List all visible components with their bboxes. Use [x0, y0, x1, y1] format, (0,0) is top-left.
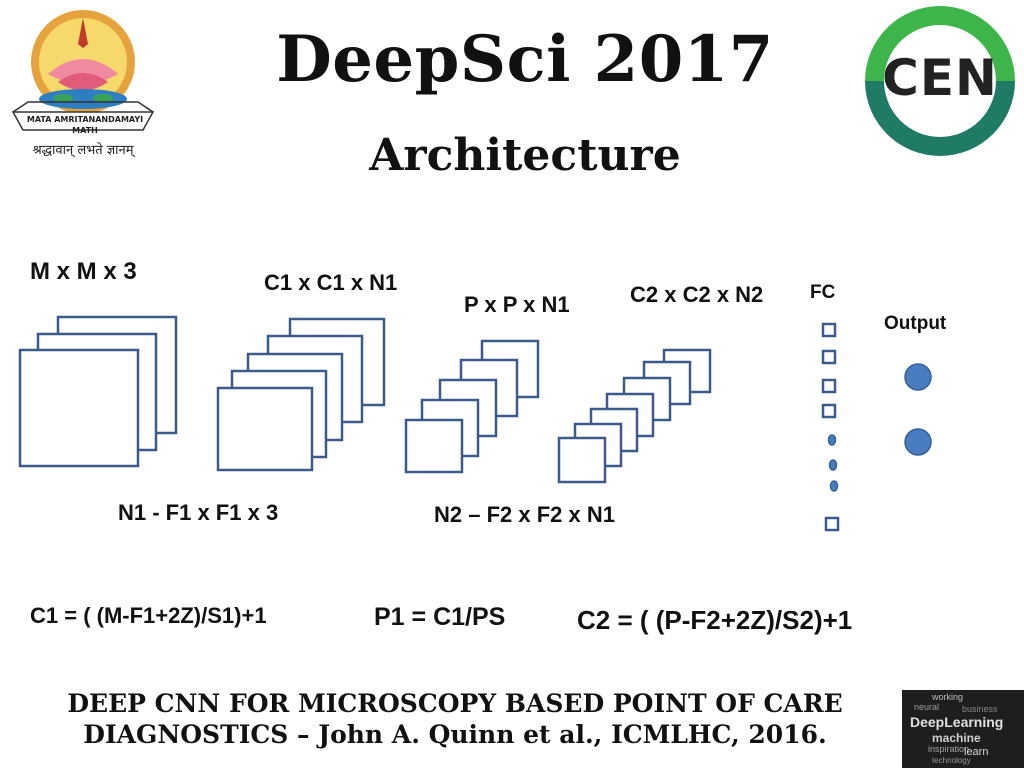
input-volume	[18, 315, 178, 468]
input-size-label: M x M x 3	[30, 258, 137, 285]
conv2-volume	[557, 348, 712, 484]
conv2-size-label: C2 x C2 x N2	[630, 282, 764, 307]
cen-logo-text: CEN	[882, 49, 998, 107]
fc-ellipsis-dot	[829, 480, 839, 492]
formula-c1: C1 = ( (M-F1+2Z)/S1)+1	[30, 603, 267, 628]
filter1-label: N1 - F1 x F1 x 3	[118, 500, 279, 525]
cen-ring-icon	[865, 6, 1015, 156]
footer-line-1: DEEP CNN FOR MICROSCOPY BASED POINT OF C…	[67, 689, 843, 718]
fc-label: FC	[810, 282, 836, 303]
wordcloud-word: DeepLearning	[910, 714, 1004, 730]
wordcloud-word: learn	[964, 746, 989, 758]
output-label: Output	[884, 313, 947, 334]
output-node	[904, 363, 932, 391]
conv1-volume	[216, 317, 386, 472]
wordcloud-word: neural	[914, 702, 940, 712]
pool-volume	[404, 339, 540, 474]
formula-p1: P1 = C1/PS	[374, 603, 506, 631]
formula-c2: C2 = ( (P-F2+2Z)/S2)+1	[577, 605, 853, 635]
wordcloud-word: technology	[932, 756, 971, 765]
cen-logo: CEN	[860, 2, 1020, 160]
wordcloud-word: machine	[932, 731, 981, 745]
page-subtitle: Architecture	[369, 130, 681, 181]
wordcloud-word: inspiration	[928, 744, 970, 754]
footer-citation: DEEP CNN FOR MICROSCOPY BASED POINT OF C…	[15, 688, 895, 750]
wordcloud-word: business	[962, 704, 998, 714]
filter2-label: N2 – F2 x F2 x N1	[434, 502, 615, 527]
amrita-logo: MATA AMRITANANDAMAYI MATH श्रद्धावान् लभ…	[8, 4, 158, 164]
output-node	[904, 428, 932, 456]
fc-ellipsis-dot	[828, 459, 838, 471]
amrita-logo-text: MATA AMRITANANDAMAYI MATH	[26, 115, 144, 135]
page-title: DeepSci 2017	[276, 22, 774, 97]
fc-ellipsis-dot	[827, 434, 837, 446]
fc-layer	[821, 322, 840, 532]
conv1-size-label: C1 x C1 x N1	[264, 270, 398, 295]
wordcloud-word: working	[932, 692, 964, 702]
amrita-logo-motto: श्रद्धावान् लभते ज्ञानम्	[32, 143, 134, 158]
pool-size-label: P x P x N1	[464, 292, 570, 317]
amrita-emblem-icon	[11, 10, 155, 131]
deep-learning-wordcloud-image: working neural business DeepLearning mac…	[902, 690, 1024, 768]
footer-line-2: DIAGNOSTICS – John A. Quinn et al., ICML…	[83, 720, 827, 749]
